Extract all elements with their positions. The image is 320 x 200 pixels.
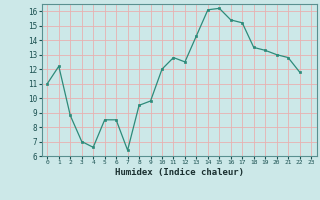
X-axis label: Humidex (Indice chaleur): Humidex (Indice chaleur) [115, 168, 244, 177]
